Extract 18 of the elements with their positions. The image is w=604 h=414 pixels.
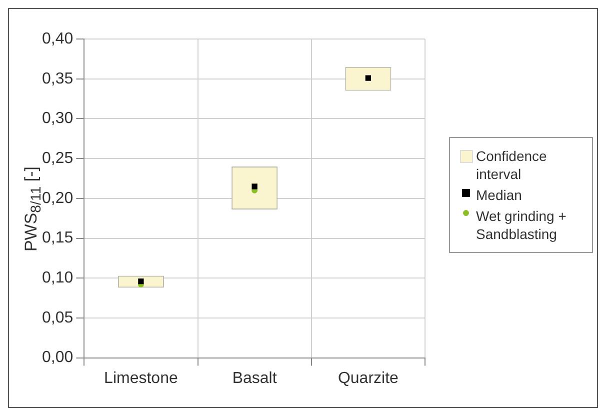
y-tick-label: 0,25 bbox=[42, 150, 74, 167]
y-tick-label: 0,15 bbox=[42, 230, 74, 247]
point bbox=[252, 184, 258, 190]
y-tick-label: 0,05 bbox=[42, 309, 74, 326]
y-tick-label: 0,35 bbox=[42, 70, 74, 88]
y-tick-label: 0,30 bbox=[42, 110, 74, 128]
legend-label: Median bbox=[476, 186, 523, 204]
y-tick-label: 0,40 bbox=[42, 30, 74, 48]
point bbox=[365, 75, 372, 81]
y-tick-label: 0,00 bbox=[42, 349, 74, 366]
y-tick-label: 0,20 bbox=[42, 190, 74, 207]
legend-label: Wet grinding + Sandblasting bbox=[476, 207, 568, 243]
x-tick-label: Limestone bbox=[104, 370, 178, 387]
x-tick-label: Quarzite bbox=[338, 370, 399, 387]
legend-label: Confidence interval bbox=[476, 147, 548, 183]
y-tick-label: 0,10 bbox=[42, 270, 74, 287]
x-tick-label: Basalt bbox=[232, 370, 278, 387]
point bbox=[138, 278, 144, 284]
